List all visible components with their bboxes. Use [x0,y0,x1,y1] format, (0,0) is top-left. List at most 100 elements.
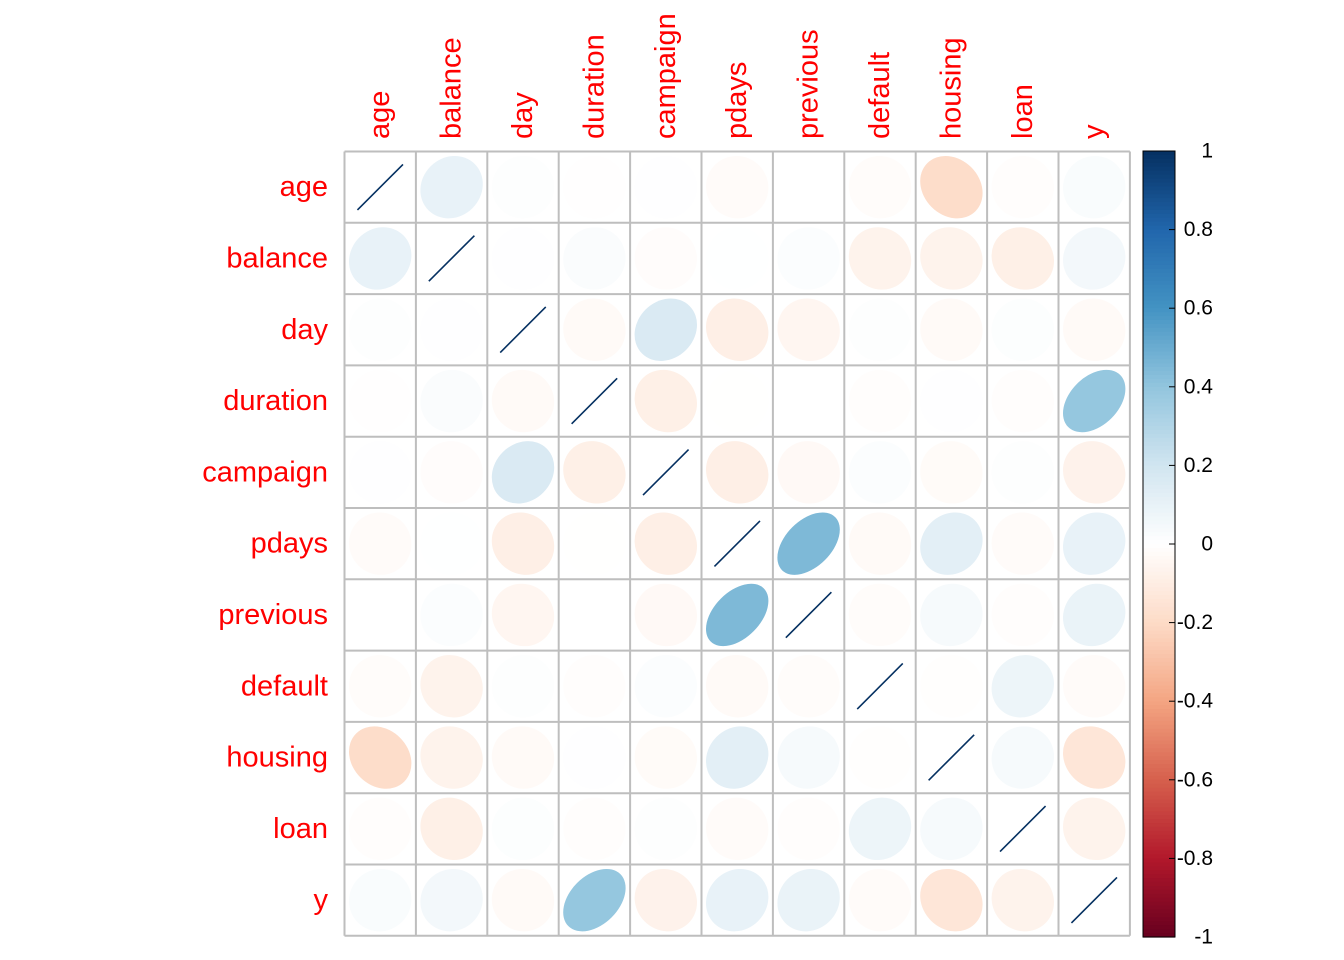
colorbar-segment [1143,913,1175,918]
row-label-day: day [281,314,328,346]
colorbar-segment [1143,367,1175,372]
cell-y-loan [991,868,1055,932]
cell-default-pdays [706,655,769,718]
colorbar-tick-label: 1 [1201,140,1213,163]
cell-previous-previous [785,591,832,639]
cell-campaign-default [848,441,912,504]
colorbar-segment [1143,194,1175,199]
cell-campaign-pdays [706,441,769,504]
cell-previous-day [491,583,555,647]
colorbar-segment [1143,430,1175,435]
cell-y-y [1070,876,1118,924]
cell-y-previous [777,868,840,932]
colorbar-segment [1143,567,1175,573]
colorbar-segment [1143,807,1175,812]
colorbar-segment [1143,441,1175,447]
colorbar-segment [1143,933,1175,938]
column-label-day: day [507,92,539,139]
colorbar-segment [1143,775,1175,781]
cell-housing-loan [991,726,1054,789]
colorbar-segment [1143,496,1175,502]
cell-pdays-day [491,512,555,575]
cell-default-loan [991,655,1055,718]
cell-balance-pdays [706,227,769,290]
colorbar-segment [1143,811,1175,816]
cell-duration-default [848,369,912,433]
colorbar-segment [1143,233,1175,239]
colorbar-segment [1143,901,1175,907]
colorbar-segment [1143,229,1175,235]
colorbar-segment [1143,732,1175,738]
cell-y-default [848,868,912,932]
colorbar-segment [1143,756,1175,761]
cell-loan-default [848,797,912,861]
colorbar-segment [1143,221,1175,227]
cell-balance-y [1062,227,1126,290]
colorbar-segment [1143,830,1175,836]
cell-age-loan [991,155,1054,219]
cell-balance-balance [428,235,475,282]
colorbar-segment [1143,449,1175,455]
colorbar-segment [1143,858,1175,863]
row-label-age: age [280,171,328,203]
colorbar-segment [1143,846,1175,852]
colorbar-segment [1143,206,1175,211]
colorbar-segment [1143,178,1175,184]
colorbar-segment [1143,909,1175,915]
cell-duration-loan [991,369,1054,433]
colorbar-segment [1143,190,1175,195]
cell-duration-housing [920,369,983,433]
colorbar-segment [1143,870,1175,875]
cell-y-campaign [634,868,697,932]
colorbar-segment [1143,280,1175,286]
colorbar-segment [1143,398,1175,404]
cell-day-day [499,306,547,354]
cell-balance-campaign [634,227,698,290]
colorbar-segment [1143,779,1175,785]
colorbar-segment [1143,921,1175,926]
colorbar-segment [1143,838,1175,844]
colorbar-segment [1143,426,1175,431]
colorbar-tick-label: 0.4 [1184,375,1214,398]
row-label-previous: previous [218,599,328,631]
colorbar-segment [1143,728,1175,734]
colorbar-segment [1143,213,1175,219]
colorbar-segment [1143,587,1175,592]
cell-default-default [856,662,904,710]
cells-layer [348,155,1126,932]
colorbar-segment [1143,363,1175,368]
colorbar-segment [1143,433,1175,439]
colorbar-segment [1143,477,1175,482]
cell-duration-previous [777,369,840,433]
cell-housing-day [491,726,555,789]
cell-default-campaign [634,655,697,718]
colorbar-segment [1143,740,1175,746]
cell-housing-default [848,726,912,789]
colorbar-segment [1143,544,1175,549]
cell-y-day [491,868,555,932]
colorbar-segment [1143,465,1175,470]
colorbar-segment [1143,889,1175,895]
colorbar-segment [1143,386,1175,392]
cell-age-y [1062,155,1126,219]
colorbar-segment [1143,331,1175,337]
cell-balance-default [848,227,912,290]
cell-age-pdays [706,155,769,219]
colorbar-segment [1143,198,1175,203]
colorbar-tick-label: 0.6 [1184,297,1213,320]
colorbar-segment [1143,540,1175,545]
cell-campaign-y [1062,441,1126,504]
cell-previous-loan [991,583,1054,647]
colorbar-segment [1143,461,1175,466]
colorbar-segment [1143,394,1175,400]
colorbar-segment [1143,602,1175,608]
cell-loan-pdays [706,797,769,861]
colorbar-segment [1143,264,1175,270]
cell-pdays-default [848,512,912,575]
colorbar-segment [1143,642,1175,647]
colorbar-segment [1143,834,1175,840]
cell-default-housing [920,655,983,718]
cell-duration-duration [571,377,618,425]
colorbar-segment [1143,343,1175,349]
cell-day-y [1062,298,1126,361]
